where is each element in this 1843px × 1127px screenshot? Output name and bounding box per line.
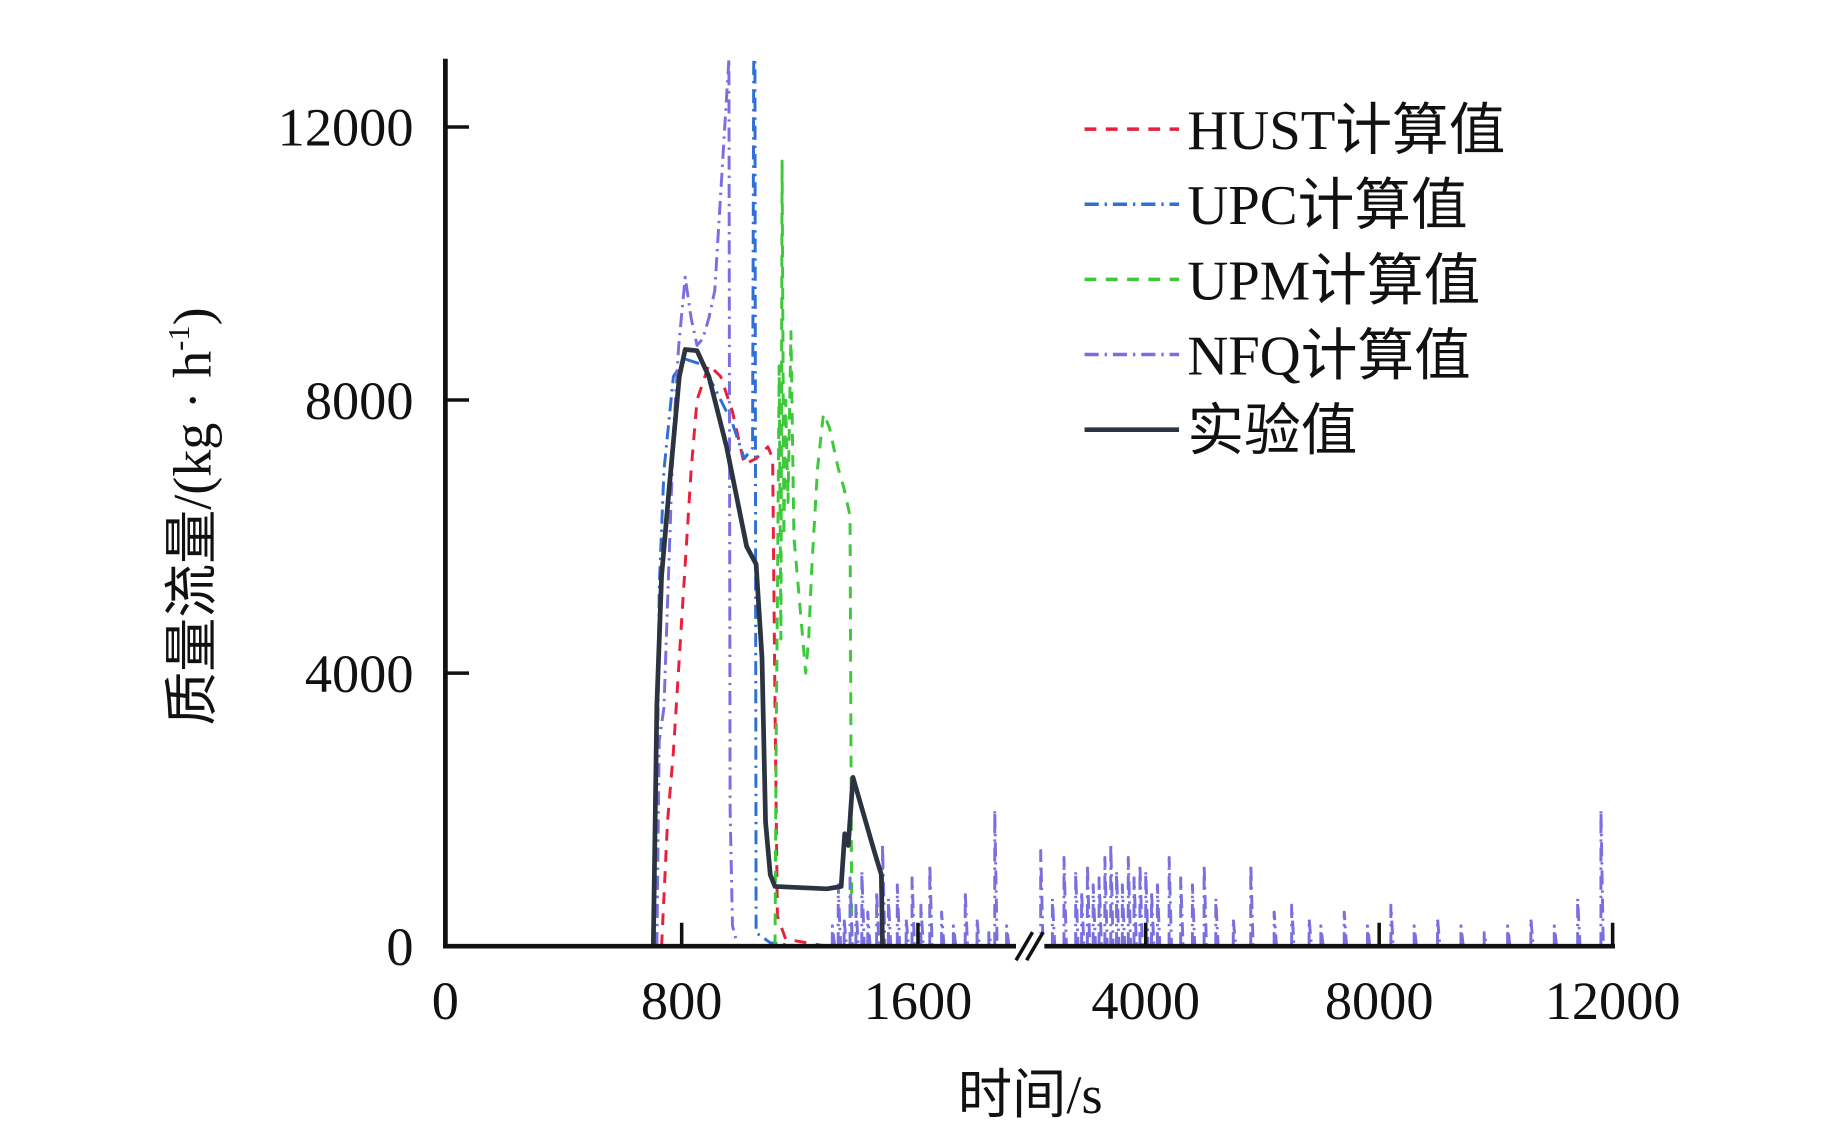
legend-label: UPC计算值	[1187, 175, 1467, 237]
series-line-1	[654, 57, 800, 948]
y-tick-label: 8000	[305, 371, 414, 431]
y-tick-label: 0	[386, 917, 413, 977]
x-tick-label: 800	[641, 971, 722, 1031]
series-line-4	[650, 347, 885, 947]
series-line-0	[660, 363, 918, 948]
series-layer	[650, 57, 1605, 948]
legend-label: HUST计算值	[1187, 100, 1505, 162]
x-tick-label: 12000	[1545, 971, 1681, 1031]
x-tick-label: 8000	[1325, 971, 1434, 1031]
x-axis-label: 时间/s	[958, 1065, 1103, 1125]
legend-label: UPM计算值	[1187, 251, 1480, 313]
legend-label: NFQ计算值	[1187, 326, 1471, 388]
series-line-2	[773, 159, 854, 947]
x-tick-label: 0	[432, 971, 459, 1031]
axis-break-mark	[1014, 931, 1045, 962]
y-tick-label: 4000	[305, 644, 414, 704]
x-tick-label: 4000	[1091, 971, 1200, 1031]
series-line-3	[655, 57, 1605, 948]
ticks-layer: 0 4000 8000 12000 0 800 1600 4000 8000 12000	[278, 98, 1681, 1031]
y-axis-label: 质量流量/(kg · h-1)	[162, 307, 222, 725]
legend-label: 实验值	[1187, 401, 1357, 463]
y-tick-label: 12000	[278, 98, 414, 158]
svg-text:质量流量/(kg · h-1): 质量流量/(kg · h-1)	[162, 307, 222, 725]
x-tick-label: 1600	[864, 971, 973, 1031]
